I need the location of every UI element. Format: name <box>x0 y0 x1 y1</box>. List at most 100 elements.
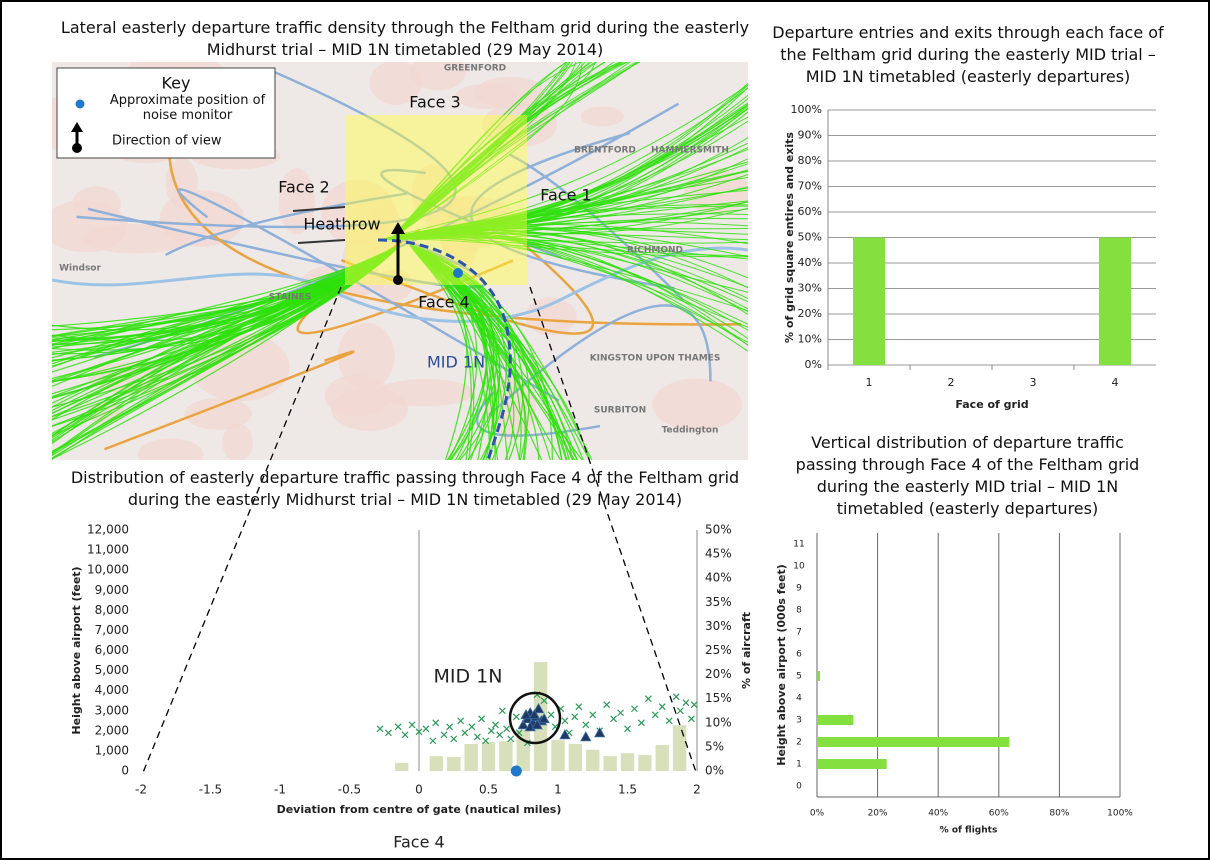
point <box>402 732 408 738</box>
y2-tick-label: 20% <box>705 667 732 681</box>
histogram-bar <box>482 742 495 771</box>
x-tick-label: 0.5 <box>479 783 498 797</box>
y-tick-label: 5 <box>796 672 802 682</box>
noise-monitor <box>453 268 463 278</box>
face-label: Face 3 <box>409 93 460 112</box>
point <box>513 714 519 720</box>
x-tick-label: 40% <box>928 809 948 819</box>
chart-title: Departure entries and exits through each… <box>763 22 1173 88</box>
y-axis-title: % of grid square entires and exits <box>783 132 796 343</box>
point <box>423 726 429 732</box>
histogram-bar <box>395 763 408 771</box>
point <box>638 720 644 726</box>
point <box>430 738 436 744</box>
y-tick-label: 20% <box>798 307 822 320</box>
key-item: Direction of view <box>112 134 222 149</box>
y2-tick-label: 30% <box>705 619 732 633</box>
face-label: Face 4 <box>418 293 469 312</box>
y-axis-title: Height above airport (000s feet) <box>775 564 788 765</box>
y-tick-label: 10,000 <box>87 563 129 577</box>
point <box>492 722 498 728</box>
point <box>497 732 503 738</box>
x-tick-label: -1 <box>274 783 286 797</box>
histogram-bar <box>673 725 686 771</box>
point <box>590 712 596 718</box>
x-tick-label: -0.5 <box>338 783 361 797</box>
point <box>562 718 568 724</box>
y2-tick-label: 0% <box>705 764 724 778</box>
point <box>645 696 651 702</box>
x-axis-title: Face of grid <box>955 398 1028 411</box>
place-name: KINGSTON UPON THAMES <box>590 354 721 364</box>
point <box>433 720 439 726</box>
point <box>611 716 617 722</box>
y-tick-label: 40% <box>798 256 822 269</box>
y-tick-label: 50% <box>798 231 822 244</box>
place-name: RICHMOND <box>627 246 683 256</box>
key-title: Key <box>161 74 190 93</box>
histogram-bar <box>551 740 564 771</box>
y-tick-label: 90% <box>798 129 822 142</box>
place-name: Teddington <box>662 426 719 436</box>
x-tick-label: -1.5 <box>199 783 222 797</box>
chart-title: Vertical distribution of departure traff… <box>780 432 1155 520</box>
y-tick-label: 30% <box>798 282 822 295</box>
x-tick-label: -2 <box>135 783 147 797</box>
point <box>504 726 510 732</box>
bar <box>817 715 853 725</box>
y-tick-label: 12,000 <box>87 523 129 537</box>
chart-title: Distribution of easterly departure traff… <box>60 467 750 511</box>
histogram-bar <box>430 756 443 771</box>
point <box>385 730 391 736</box>
x-tick-label: 0 <box>415 783 423 797</box>
face-label: Face 1 <box>540 186 591 205</box>
route-label: MID 1N <box>427 353 485 372</box>
y-tick-label: 7,000 <box>95 623 129 637</box>
point <box>691 702 697 708</box>
point <box>666 718 672 724</box>
histogram-bar <box>638 755 651 771</box>
x-tick-label: 0% <box>810 809 825 819</box>
y2-tick-label: 10% <box>705 715 732 729</box>
y-tick-label: 0% <box>805 358 822 371</box>
point <box>581 732 591 741</box>
urban-area <box>377 379 474 406</box>
point <box>469 724 475 730</box>
y-tick-label: 0 <box>121 764 129 778</box>
y-tick-label: 10 <box>793 562 805 572</box>
point <box>659 704 665 710</box>
y2-tick-label: 5% <box>705 739 724 753</box>
y-tick-label: 2,000 <box>95 723 129 737</box>
point <box>511 766 522 777</box>
y-tick-label: 11 <box>793 540 804 550</box>
y-tick-label: 5,000 <box>95 663 129 677</box>
x-tick-label: 60% <box>989 809 1009 819</box>
histogram-bar <box>621 753 634 771</box>
y-tick-label: 70% <box>798 180 822 193</box>
point <box>458 718 464 724</box>
x-axis-title: % of flights <box>940 826 998 836</box>
x-tick-label: 80% <box>1049 809 1069 819</box>
key-item: Approximate position of noise monitor <box>100 93 275 123</box>
point <box>583 722 589 728</box>
x-tick-label: 3 <box>1030 376 1037 389</box>
urban-area <box>455 84 517 109</box>
x-tick-label: 1.5 <box>618 783 637 797</box>
y-tick-label: 8 <box>796 606 802 616</box>
point <box>618 710 624 716</box>
y2-tick-label: 15% <box>705 691 732 705</box>
key-arrow-dot <box>72 143 82 153</box>
figure: GREENFORDYIEWSLEYBRENTFORDHAMMERSMITHRIC… <box>0 0 1210 860</box>
caption: Face 4 <box>393 833 444 852</box>
urban-area <box>138 438 204 470</box>
y-tick-label: 9,000 <box>95 583 129 597</box>
histogram-bar <box>603 756 616 771</box>
bar <box>817 737 1009 747</box>
place-name: GREENFORD <box>444 64 506 74</box>
x-tick-label: 20% <box>868 809 888 819</box>
y-tick-label: 0 <box>796 782 802 792</box>
point <box>688 716 694 722</box>
y-tick-label: 4 <box>796 694 802 704</box>
point <box>447 724 453 730</box>
x-tick-label: 1 <box>554 783 562 797</box>
